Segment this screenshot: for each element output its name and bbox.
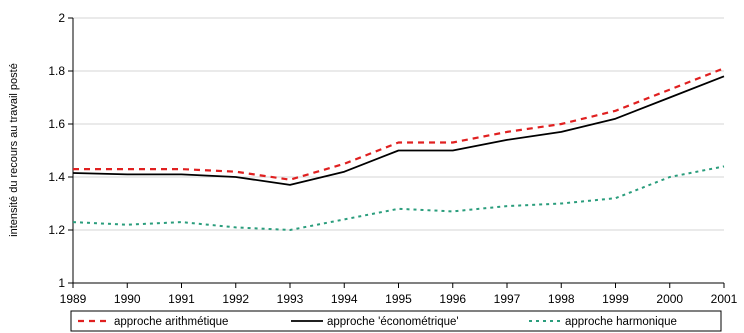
y-tick-label: 1 [58,276,65,290]
x-tick-label: 1992 [222,292,249,306]
x-tick-label: 1998 [548,292,575,306]
x-tick-label: 1994 [331,292,358,306]
series-line-0 [73,67,725,181]
legend: approche arithmétique approche 'économétr… [70,310,722,332]
x-tick-label: 2001 [711,292,738,306]
series-line-1 [72,75,725,186]
y-tick-label: 1.8 [48,64,65,78]
legend-label-1: approche 'économétrique' [327,316,459,328]
grid-layer [73,17,724,231]
x-tick-label: 1989 [60,292,87,306]
y-axis-label: intensité du recours au travail posté [8,63,20,237]
y-tick-label: 1.4 [48,170,65,184]
series-line-2 [72,165,725,231]
legend-label-2: approche harmonique [565,316,677,328]
x-tick-label: 1997 [494,292,521,306]
legend-label-0: approche arithmétique [114,316,228,328]
x-tick-label: 1993 [277,292,304,306]
x-tick-label: 1991 [168,292,195,306]
x-tick-label: 1996 [439,292,466,306]
legend-box [70,310,722,332]
x-tick-label: 1995 [385,292,412,306]
x-tick-label: 1999 [602,292,629,306]
y-tick-label: 2 [58,11,65,25]
x-tick-label: 2000 [656,292,683,306]
series-layer [72,67,725,231]
ticks-layer: 1 1.2 1.4 1.6 1.8 2 1989 1990 1991 1992 1993 1994 19… [48,11,737,306]
x-tick-label: 1990 [114,292,141,306]
y-tick-label: 1.6 [48,117,65,131]
y-tick-label: 1.2 [48,223,65,237]
